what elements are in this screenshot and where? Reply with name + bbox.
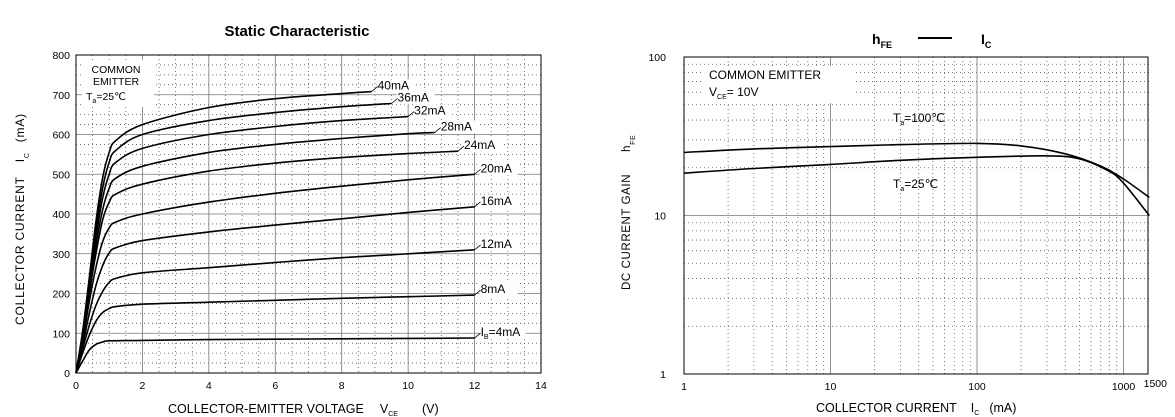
x-tick-label: 12 bbox=[469, 380, 481, 392]
y-tick-label: 0 bbox=[64, 368, 70, 380]
series-curve bbox=[75, 131, 435, 374]
series-label-background bbox=[479, 162, 518, 176]
series-label: 36mA bbox=[398, 90, 429, 104]
series-label-leader bbox=[474, 201, 481, 208]
series-label: IB=4mA bbox=[481, 325, 521, 341]
series-curve bbox=[75, 294, 475, 374]
series-label-leader bbox=[457, 145, 465, 152]
series-label: 32mA bbox=[414, 104, 445, 118]
series-label: Ta=100℃ bbox=[893, 111, 945, 127]
series-label-background bbox=[479, 194, 518, 208]
plot-frame bbox=[683, 56, 1149, 375]
series-label-leader bbox=[474, 244, 481, 251]
annotation-background bbox=[82, 60, 154, 107]
series-curve bbox=[75, 173, 475, 374]
series-labels: IB=4mA 8mA 12mA 16mA 20mA 24mA 28mA 32mA36mA40m… bbox=[371, 79, 526, 341]
x-tick-label: 2 bbox=[140, 380, 146, 392]
series-label-background bbox=[462, 139, 501, 153]
x-tick-labels: 1 10 100 1000 1500 bbox=[681, 378, 1167, 393]
series-curves bbox=[683, 142, 1150, 216]
x-tick-label: 8 bbox=[339, 380, 345, 392]
series-label-background bbox=[376, 79, 415, 93]
series-label: 8mA bbox=[481, 282, 506, 296]
chart-title-right: IC bbox=[981, 31, 992, 50]
y-tick-label: 500 bbox=[52, 169, 70, 181]
x-tick-label: 100 bbox=[968, 381, 986, 393]
series-label-leader bbox=[474, 168, 481, 175]
annotation-line-2: EMITTER bbox=[93, 76, 139, 88]
series-label-leader bbox=[407, 111, 415, 117]
series-labels: Ta=100℃ Ta=25℃ bbox=[893, 111, 945, 193]
series-label: 16mA bbox=[481, 194, 512, 208]
series-label-background bbox=[479, 237, 518, 251]
series-label-background bbox=[413, 104, 452, 118]
x-tick-label: 14 bbox=[535, 380, 547, 392]
y-tick-label: 600 bbox=[52, 130, 70, 142]
y-tick-labels: 1 10 100 bbox=[648, 52, 666, 381]
annotation-temperature: Ta=25℃ bbox=[86, 91, 126, 105]
y-tick-label: 800 bbox=[52, 50, 70, 62]
x-tick-labels: 0 2 4 6 8 10 12 14 bbox=[73, 380, 547, 392]
y-tick-label: 100 bbox=[648, 52, 666, 64]
series-label: 20mA bbox=[481, 161, 512, 175]
y-tick-label: 300 bbox=[52, 249, 70, 261]
series-label-background bbox=[479, 283, 518, 297]
series-curve bbox=[75, 206, 475, 374]
annotation-line-1: COMMON EMITTER bbox=[709, 68, 821, 82]
annotation-background bbox=[703, 66, 853, 103]
series-curve bbox=[75, 90, 372, 374]
series-label: 12mA bbox=[481, 237, 512, 251]
y-tick-label: 700 bbox=[52, 90, 70, 102]
plot-frame bbox=[75, 54, 542, 374]
series-curve bbox=[75, 337, 475, 374]
x-tick-label: 6 bbox=[272, 380, 278, 392]
series-label-leader bbox=[474, 289, 481, 296]
chart-title: hFE bbox=[872, 31, 892, 50]
chart-title: Static Characteristic bbox=[224, 23, 369, 40]
series-label-leader bbox=[474, 332, 481, 339]
series-curve bbox=[683, 154, 1150, 216]
y-axis-label: COLLECTOR CURRENTIC(mA) bbox=[13, 113, 31, 325]
y-tick-label: 1 bbox=[660, 369, 666, 381]
series-label: 28mA bbox=[441, 120, 472, 134]
series-label-background bbox=[439, 120, 478, 134]
series-label: 40mA bbox=[378, 79, 409, 93]
y-tick-labels: 0 100 200 300 400 500 600 700 800 bbox=[52, 50, 70, 380]
chart-hfe-vs-ic: hFE IC COMMON EMITTER VCE= 10V Ta=100℃Ta… bbox=[621, 31, 1167, 417]
x-axis-label: COLLECTOR-EMITTER VOLTAGE VCE (V) bbox=[168, 402, 439, 417]
series-label: 24mA bbox=[464, 138, 495, 152]
x-tick-label: 4 bbox=[206, 380, 212, 392]
grid bbox=[684, 57, 1150, 374]
x-tick-label: 1 bbox=[681, 381, 687, 393]
series-label-leader bbox=[371, 86, 378, 92]
series-curve bbox=[75, 249, 475, 374]
chart-static-characteristic: Static Characteristic IB=4mA 8mA 12mA 16mA 2… bbox=[13, 23, 547, 417]
x-tick-label: 1000 bbox=[1112, 381, 1136, 393]
series-label-leader bbox=[434, 127, 441, 133]
y-tick-label: 400 bbox=[52, 209, 70, 221]
series-label: Ta=25℃ bbox=[893, 177, 938, 193]
y-tick-label: 10 bbox=[654, 211, 666, 223]
series-label-background bbox=[479, 326, 526, 340]
annotation-line-1: COMMON bbox=[92, 64, 141, 76]
x-tick-label: 0 bbox=[73, 380, 79, 392]
y-tick-label: 100 bbox=[52, 328, 70, 340]
x-tick-label: 10 bbox=[402, 380, 414, 392]
series-curve bbox=[683, 142, 1150, 199]
series-label-background bbox=[396, 91, 435, 105]
y-axis-label: DC CURRENT GAINhFE bbox=[621, 135, 637, 290]
x-axis-label: COLLECTOR CURRENT IC (mA) bbox=[816, 401, 1016, 417]
series-label-leader bbox=[391, 98, 398, 104]
y-tick-label: 200 bbox=[52, 289, 70, 301]
annotation-vce: VCE= 10V bbox=[709, 85, 758, 101]
series-curves bbox=[75, 90, 475, 374]
x-tick-label: 1500 bbox=[1144, 378, 1168, 390]
x-tick-label: 10 bbox=[825, 381, 837, 393]
series-curve bbox=[75, 102, 392, 374]
